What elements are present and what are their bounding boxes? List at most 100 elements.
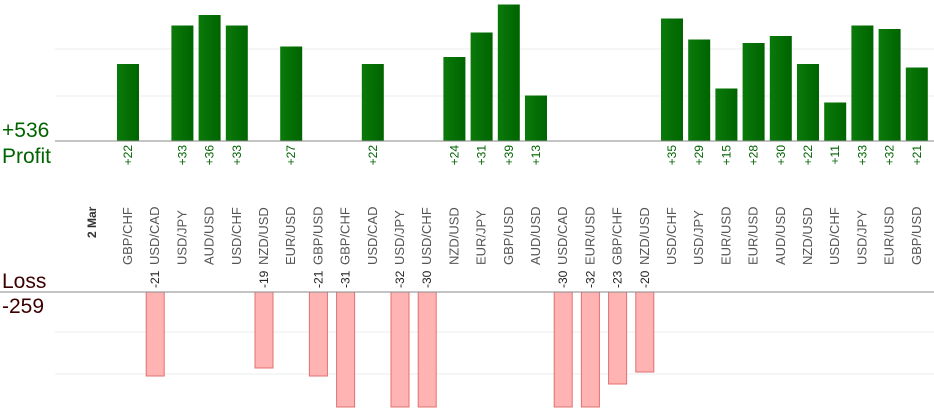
- category-label: GBP/USD: [909, 206, 924, 265]
- profit-value-label: +21: [910, 145, 924, 166]
- category-label: USD/CHF: [229, 207, 244, 265]
- category-label: NZD/USD: [446, 207, 461, 265]
- loss-bar: [308, 291, 328, 377]
- category-label: GBP/CHF: [338, 207, 353, 265]
- profit-total: +536: [2, 119, 49, 142]
- category-label: USD/JPY: [392, 210, 407, 265]
- category-label: EUR/USD: [746, 206, 761, 265]
- profit-value-label: +22: [801, 145, 815, 166]
- profit-bars: [117, 4, 928, 141]
- profit-value-label: +24: [447, 145, 461, 166]
- profit-value-label: +11: [828, 145, 842, 165]
- profit-value-label: +33: [855, 145, 869, 166]
- profit-bar: [742, 43, 765, 141]
- profit-value-label: +33: [175, 145, 189, 166]
- category-labels: GBP/CHF USD/CAD USD/JPY AUD/USD USD/CHF NZD/U…: [120, 206, 924, 265]
- category-label: USD/CHF: [419, 207, 434, 265]
- profit-bar: [198, 15, 221, 141]
- category-label: AUD/USD: [202, 206, 217, 265]
- profit-bar: [280, 46, 303, 141]
- profit-value-label: +30: [774, 145, 788, 166]
- loss-value-label: -32: [393, 270, 407, 288]
- profit-value-label: +27: [284, 145, 298, 166]
- category-label: USD/CAD: [555, 206, 570, 265]
- loss-value-label: -21: [311, 270, 325, 288]
- loss-bar: [336, 291, 356, 408]
- loss-bar: [254, 291, 274, 369]
- profit-bar: [824, 102, 847, 141]
- loss-bar: [608, 291, 628, 385]
- profit-bar: [769, 36, 792, 141]
- profit-value-label: +15: [719, 145, 733, 166]
- profit-bar: [525, 95, 547, 141]
- profit-bar: [470, 32, 493, 141]
- profit-value-label: +22: [121, 145, 135, 166]
- loss-bar: [553, 291, 573, 408]
- profit-bar: [171, 25, 194, 141]
- loss-label: Loss: [2, 270, 46, 293]
- profit-value-label: +22: [366, 145, 380, 166]
- profit-bar: [225, 25, 248, 141]
- loss-bar: [580, 291, 600, 408]
- profit-value-label: +35: [665, 145, 679, 166]
- profit-bar: [661, 18, 683, 141]
- profit-value-label: +29: [692, 145, 706, 166]
- category-label: EUR/JPY: [474, 210, 489, 265]
- loss-bar: [145, 291, 165, 377]
- loss-value-label: -30: [556, 270, 570, 288]
- profit-value-label: +13: [529, 145, 543, 166]
- profit-label: Profit: [2, 145, 51, 168]
- category-label: GBP/USD: [310, 206, 325, 265]
- profit-bar: [688, 39, 711, 141]
- loss-bars: [145, 291, 655, 408]
- category-label: GBP/USD: [501, 206, 516, 265]
- profit-bar: [361, 64, 384, 141]
- category-label: AUD/USD: [773, 206, 788, 265]
- category-label: GBP/CHF: [610, 207, 625, 265]
- loss-bar: [417, 291, 437, 408]
- category-label: AUD/USD: [528, 206, 543, 265]
- category-label: NZD/USD: [800, 207, 815, 265]
- profit-bar: [443, 57, 466, 141]
- profit-value-label: +36: [203, 145, 217, 166]
- loss-value-label: -23: [611, 270, 625, 288]
- profit-value-label: +39: [502, 145, 516, 166]
- profit-value-label: +32: [883, 145, 897, 166]
- category-label: USD/CHF: [827, 207, 842, 265]
- profit-bar: [715, 88, 738, 141]
- profit-bar: [878, 29, 901, 141]
- profit-bar: [117, 64, 139, 141]
- profit-value-label: +28: [747, 145, 761, 166]
- loss-total: -259: [2, 295, 44, 318]
- date-label: 2 Mar: [85, 206, 99, 238]
- category-label: NZD/USD: [637, 207, 652, 265]
- loss-value-label: -19: [257, 270, 271, 288]
- profit-bar: [497, 4, 520, 141]
- loss-value-label: -20: [638, 270, 652, 288]
- loss-bar: [635, 291, 655, 373]
- loss-value-label: -30: [420, 270, 434, 288]
- category-label: USD/CHF: [664, 207, 679, 265]
- profit-value-label: +33: [230, 145, 244, 166]
- category-label: EUR/USD: [718, 206, 733, 265]
- category-label: USD/JPY: [854, 210, 869, 265]
- category-label: USD/JPY: [174, 210, 189, 265]
- profit-bar: [851, 25, 874, 141]
- value-labels: +22 -21 +33 +36 +33 -19 +27 -21 -31 +22 -32 -30 +24 +…: [121, 145, 924, 288]
- category-label: EUR/USD: [582, 206, 597, 265]
- loss-bar: [390, 291, 410, 408]
- profit-bar: [797, 64, 819, 141]
- category-label: USD/CAD: [365, 206, 380, 265]
- loss-value-label: -32: [583, 270, 597, 288]
- profit-value-label: +31: [475, 145, 489, 166]
- category-label: USD/CAD: [147, 206, 162, 265]
- category-label: GBP/CHF: [120, 207, 135, 265]
- profit-bar: [905, 67, 928, 141]
- category-label: EUR/USD: [882, 206, 897, 265]
- loss-value-label: -21: [148, 270, 162, 288]
- category-label: NZD/USD: [256, 207, 271, 265]
- category-label: USD/JPY: [691, 210, 706, 265]
- category-label: EUR/USD: [283, 206, 298, 265]
- loss-value-label: -31: [339, 270, 353, 288]
